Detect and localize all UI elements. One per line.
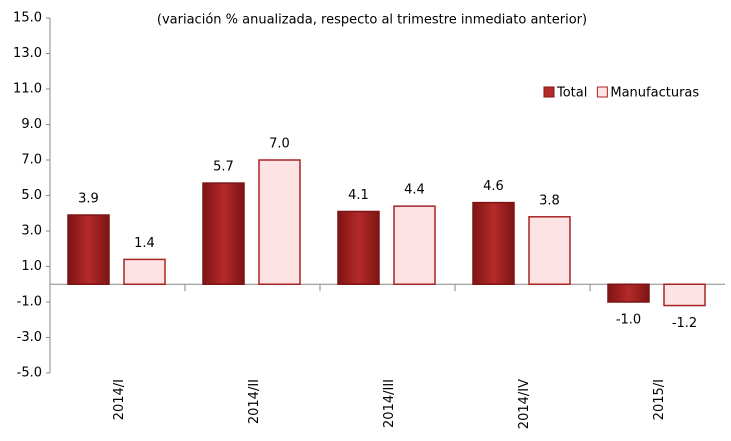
x-tick-label: 2015/I [652,379,667,420]
y-tick-label: -1.0 [17,295,42,310]
x-tick-label: 2014/II [247,379,262,424]
x-tick-label: 2014/I [112,379,127,420]
data-label: -1.0 [616,313,641,328]
bar [607,283,650,303]
bar [123,258,166,285]
y-tick-label: 7.0 [21,153,42,168]
y-tick-label: 1.0 [21,259,42,274]
legend-swatch [596,86,608,98]
legend-swatch [543,86,555,98]
data-label: 1.4 [134,236,155,251]
data-label: 4.1 [348,188,369,203]
bar [528,216,571,285]
chart-subtitle: (variación % anualizada, respecto al tri… [157,13,587,28]
bar [337,210,380,286]
y-tick-label: 5.0 [21,188,42,203]
y-tick-label: -5.0 [17,366,42,381]
data-label: 4.4 [404,183,425,198]
bar [663,283,706,307]
bar [202,182,245,285]
bar [393,205,436,285]
y-tick-label: 15.0 [13,11,42,26]
data-label: 3.9 [78,192,99,207]
legend-label: Total [556,86,587,101]
y-tick-label: 13.0 [13,46,42,61]
bar [472,201,515,286]
data-label: -1.2 [672,316,697,331]
bar [258,159,301,285]
data-label: 7.0 [269,137,290,152]
x-tick-label: 2014/III [382,379,397,428]
y-tick-label: 3.0 [21,224,42,239]
y-tick-label: -3.0 [17,330,42,345]
bar [67,214,110,285]
data-label: 5.7 [213,160,234,175]
x-tick-label: 2014/IV [517,379,532,429]
y-tick-label: 9.0 [21,117,42,132]
legend-label: Manufacturas [610,86,699,101]
y-tick-label: 11.0 [13,82,42,97]
data-label: 3.8 [539,193,560,208]
data-label: 4.6 [483,179,504,194]
